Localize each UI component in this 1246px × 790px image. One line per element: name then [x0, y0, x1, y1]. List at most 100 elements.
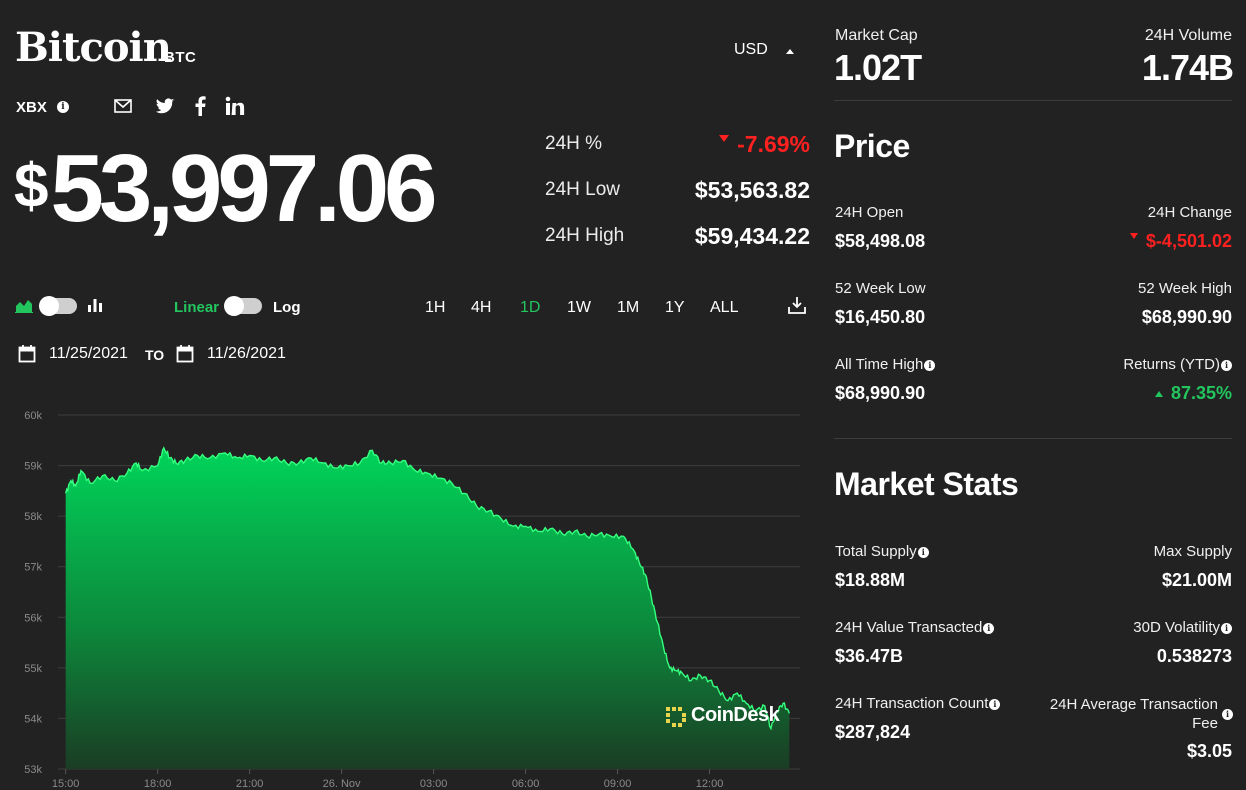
exchange-label: XBX — [16, 99, 47, 116]
52w-low-value: $16,450.80 — [835, 307, 926, 327]
volatility-value: 0.538273 — [1156, 646, 1232, 666]
market-cap-value: 1.02T — [834, 47, 922, 88]
log-scale-label[interactable]: Log — [273, 299, 301, 316]
watermark-text: CoinDesk — [691, 704, 780, 726]
x-tick-label: 15:00 — [52, 778, 80, 790]
52w-high-label: 52 Week High — [1138, 280, 1232, 297]
low-label: 24H Low — [545, 179, 620, 200]
low-value: $53,563.82 — [694, 177, 810, 203]
change-value: $-4,501.02 — [1129, 231, 1232, 252]
info-icon[interactable]: i — [924, 360, 936, 371]
y-tick-label: 58k — [24, 511, 42, 523]
y-tick-label: 55k — [24, 663, 42, 675]
volume-label: 24H Volume — [1144, 27, 1232, 44]
range-1d[interactable]: 1D — [520, 299, 541, 316]
x-tick-label: 06:00 — [512, 778, 540, 790]
change-label: 24H Change — [1147, 204, 1232, 221]
down-triangle-icon — [719, 135, 730, 142]
tx-count-value: $287,824 — [835, 722, 911, 742]
market-cap-label: Market Cap — [835, 27, 918, 44]
pct-value: -7.69% — [719, 131, 810, 158]
date-to[interactable]: 11/26/2021 — [207, 345, 286, 362]
date-from[interactable]: 11/25/2021 — [49, 345, 128, 362]
divider — [834, 438, 1232, 439]
range-1h[interactable]: 1H — [425, 299, 446, 316]
x-tick-label: 09:00 — [604, 778, 632, 790]
info-icon[interactable]: i — [917, 547, 929, 558]
price-area — [65, 447, 790, 769]
price-section-title: Price — [834, 128, 910, 164]
x-axis: 15:00 18:00 21:00 26. Nov 03:00 06:00 09:00 12:… — [52, 769, 723, 790]
x-tick-label: 26. Nov — [323, 778, 361, 790]
max-supply-label: Max Supply — [1153, 543, 1232, 560]
info-icon[interactable]: i — [1221, 623, 1232, 634]
price-value: 53,997.06 — [50, 135, 437, 242]
x-tick-label: 21:00 — [236, 778, 264, 790]
x-tick-label: 18:00 — [144, 778, 172, 790]
currency-select[interactable]: USD — [734, 41, 768, 58]
facebook-icon[interactable] — [194, 96, 206, 116]
open-value: $58,498.08 — [835, 231, 926, 251]
email-icon[interactable] — [114, 96, 132, 116]
info-icon[interactable]: i — [57, 101, 69, 113]
asset-symbol: BTC — [164, 49, 197, 66]
x-tick-label: 12:00 — [696, 778, 724, 790]
pct-label: 24H % — [545, 133, 603, 154]
current-price: $53,997.06 — [14, 135, 438, 242]
volatility-label: 30D Volatility i — [1133, 619, 1232, 636]
to-label: TO — [145, 347, 165, 363]
ath-label: All Time High i — [835, 356, 936, 373]
twitter-icon[interactable] — [155, 96, 175, 116]
linkedin-icon[interactable] — [225, 96, 245, 116]
range-1w[interactable]: 1W — [567, 299, 591, 316]
avg-fee-label: 24H Average Transaction Fee — [1049, 696, 1218, 732]
down-triangle-icon — [1129, 233, 1138, 239]
download-icon[interactable] — [788, 296, 806, 314]
linear-scale-label[interactable]: Linear — [174, 299, 220, 316]
coindesk-logo-icon — [666, 707, 686, 727]
high-value: $59,434.22 — [694, 223, 810, 249]
area-chart-icon[interactable] — [15, 297, 33, 313]
y-tick-label: 53k — [24, 764, 42, 776]
price-chart[interactable]: 60k 59k 58k 57k 56k 55k 54k 53k 15:00 18:00 21:00… — [0, 400, 820, 790]
y-tick-label: 57k — [24, 562, 42, 574]
range-4h[interactable]: 4H — [471, 299, 492, 316]
52w-low-label: 52 Week Low — [835, 280, 926, 297]
value-transacted-value: $36.47B — [835, 646, 904, 666]
chart-type-toggle[interactable] — [39, 296, 77, 316]
calendar-icon[interactable] — [176, 344, 194, 363]
max-supply-value: $21.00M — [1161, 570, 1232, 590]
chevron-up-icon[interactable] — [786, 49, 794, 54]
price-line — [65, 446, 790, 731]
returns-value: 87.35% — [1154, 383, 1232, 404]
returns-label: Returns (YTD) i — [1123, 356, 1232, 373]
bar-chart-icon[interactable] — [87, 297, 103, 313]
scale-toggle[interactable] — [224, 296, 262, 316]
range-all[interactable]: ALL — [710, 299, 739, 316]
high-label: 24H High — [545, 225, 625, 246]
up-triangle-icon — [1154, 391, 1163, 397]
open-label: 24H Open — [835, 204, 904, 221]
avg-fee-value: $3.05 — [1186, 741, 1232, 761]
y-tick-label: 56k — [24, 612, 42, 624]
info-icon[interactable]: i — [983, 623, 995, 634]
ath-value: $68,990.90 — [835, 383, 926, 403]
value-transacted-label: 24H Value Transacted i — [835, 619, 995, 636]
market-stats-title: Market Stats — [834, 466, 1019, 502]
range-1y[interactable]: 1Y — [665, 299, 685, 316]
info-icon[interactable]: i — [989, 699, 1001, 710]
asset-name: Bitcoin — [15, 24, 172, 71]
calendar-icon[interactable] — [18, 344, 36, 363]
volume-value: 1.74B — [1141, 47, 1234, 88]
y-axis: 60k 59k 58k 57k 56k 55k 54k 53k — [24, 410, 42, 776]
x-tick-label: 03:00 — [420, 778, 448, 790]
divider — [834, 100, 1232, 101]
range-1m[interactable]: 1M — [617, 299, 640, 316]
y-tick-label: 59k — [24, 461, 42, 473]
total-supply-label: Total Supply i — [835, 543, 929, 560]
tx-count-label: 24H Transaction Count i — [835, 695, 1001, 712]
total-supply-value: $18.88M — [835, 570, 906, 590]
info-icon[interactable]: i — [1221, 360, 1232, 371]
y-tick-label: 60k — [24, 410, 42, 422]
info-icon[interactable]: i — [1222, 709, 1233, 720]
